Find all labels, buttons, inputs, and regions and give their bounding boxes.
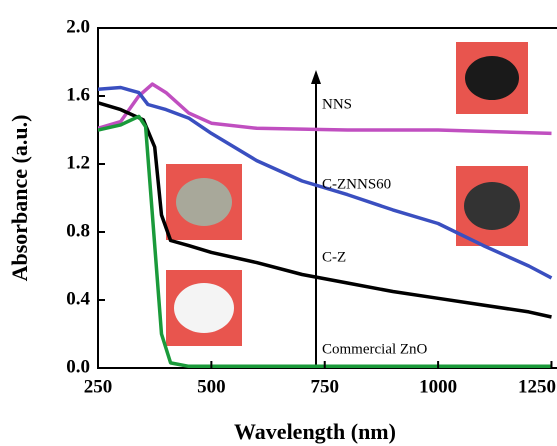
series-label: Commercial ZnO — [322, 341, 428, 357]
y-tick-label: 0.8 — [66, 220, 90, 241]
x-tick-label: 500 — [197, 376, 226, 397]
series-label: NNS — [322, 96, 352, 112]
x-tick-label: 1000 — [419, 376, 457, 397]
y-tick-label: 0.4 — [66, 288, 90, 309]
y-axis-title: Absorbance (a.u.) — [7, 115, 32, 282]
x-tick-label: 750 — [310, 376, 339, 397]
series-line — [98, 101, 552, 319]
series-label: C-ZNNS60 — [322, 176, 391, 192]
photo-c-z — [166, 164, 242, 240]
series-line — [98, 114, 552, 368]
photo-nns — [456, 42, 528, 114]
x-tick-label: 250 — [84, 376, 113, 397]
y-tick-label: 0.0 — [66, 356, 90, 377]
series-label: C-Z — [322, 249, 346, 265]
y-tick-label: 1.2 — [66, 152, 90, 173]
x-axis-title: Wavelength (nm) — [234, 419, 396, 444]
y-tick-label: 2.0 — [66, 16, 90, 37]
series-line — [98, 82, 552, 136]
arrow-head — [311, 70, 321, 84]
photo-zno — [166, 270, 242, 346]
y-tick-label: 1.6 — [66, 84, 90, 105]
photo-c-znns60 — [456, 166, 528, 246]
x-tick-label: 1250 — [518, 376, 556, 397]
series-line — [98, 85, 553, 280]
